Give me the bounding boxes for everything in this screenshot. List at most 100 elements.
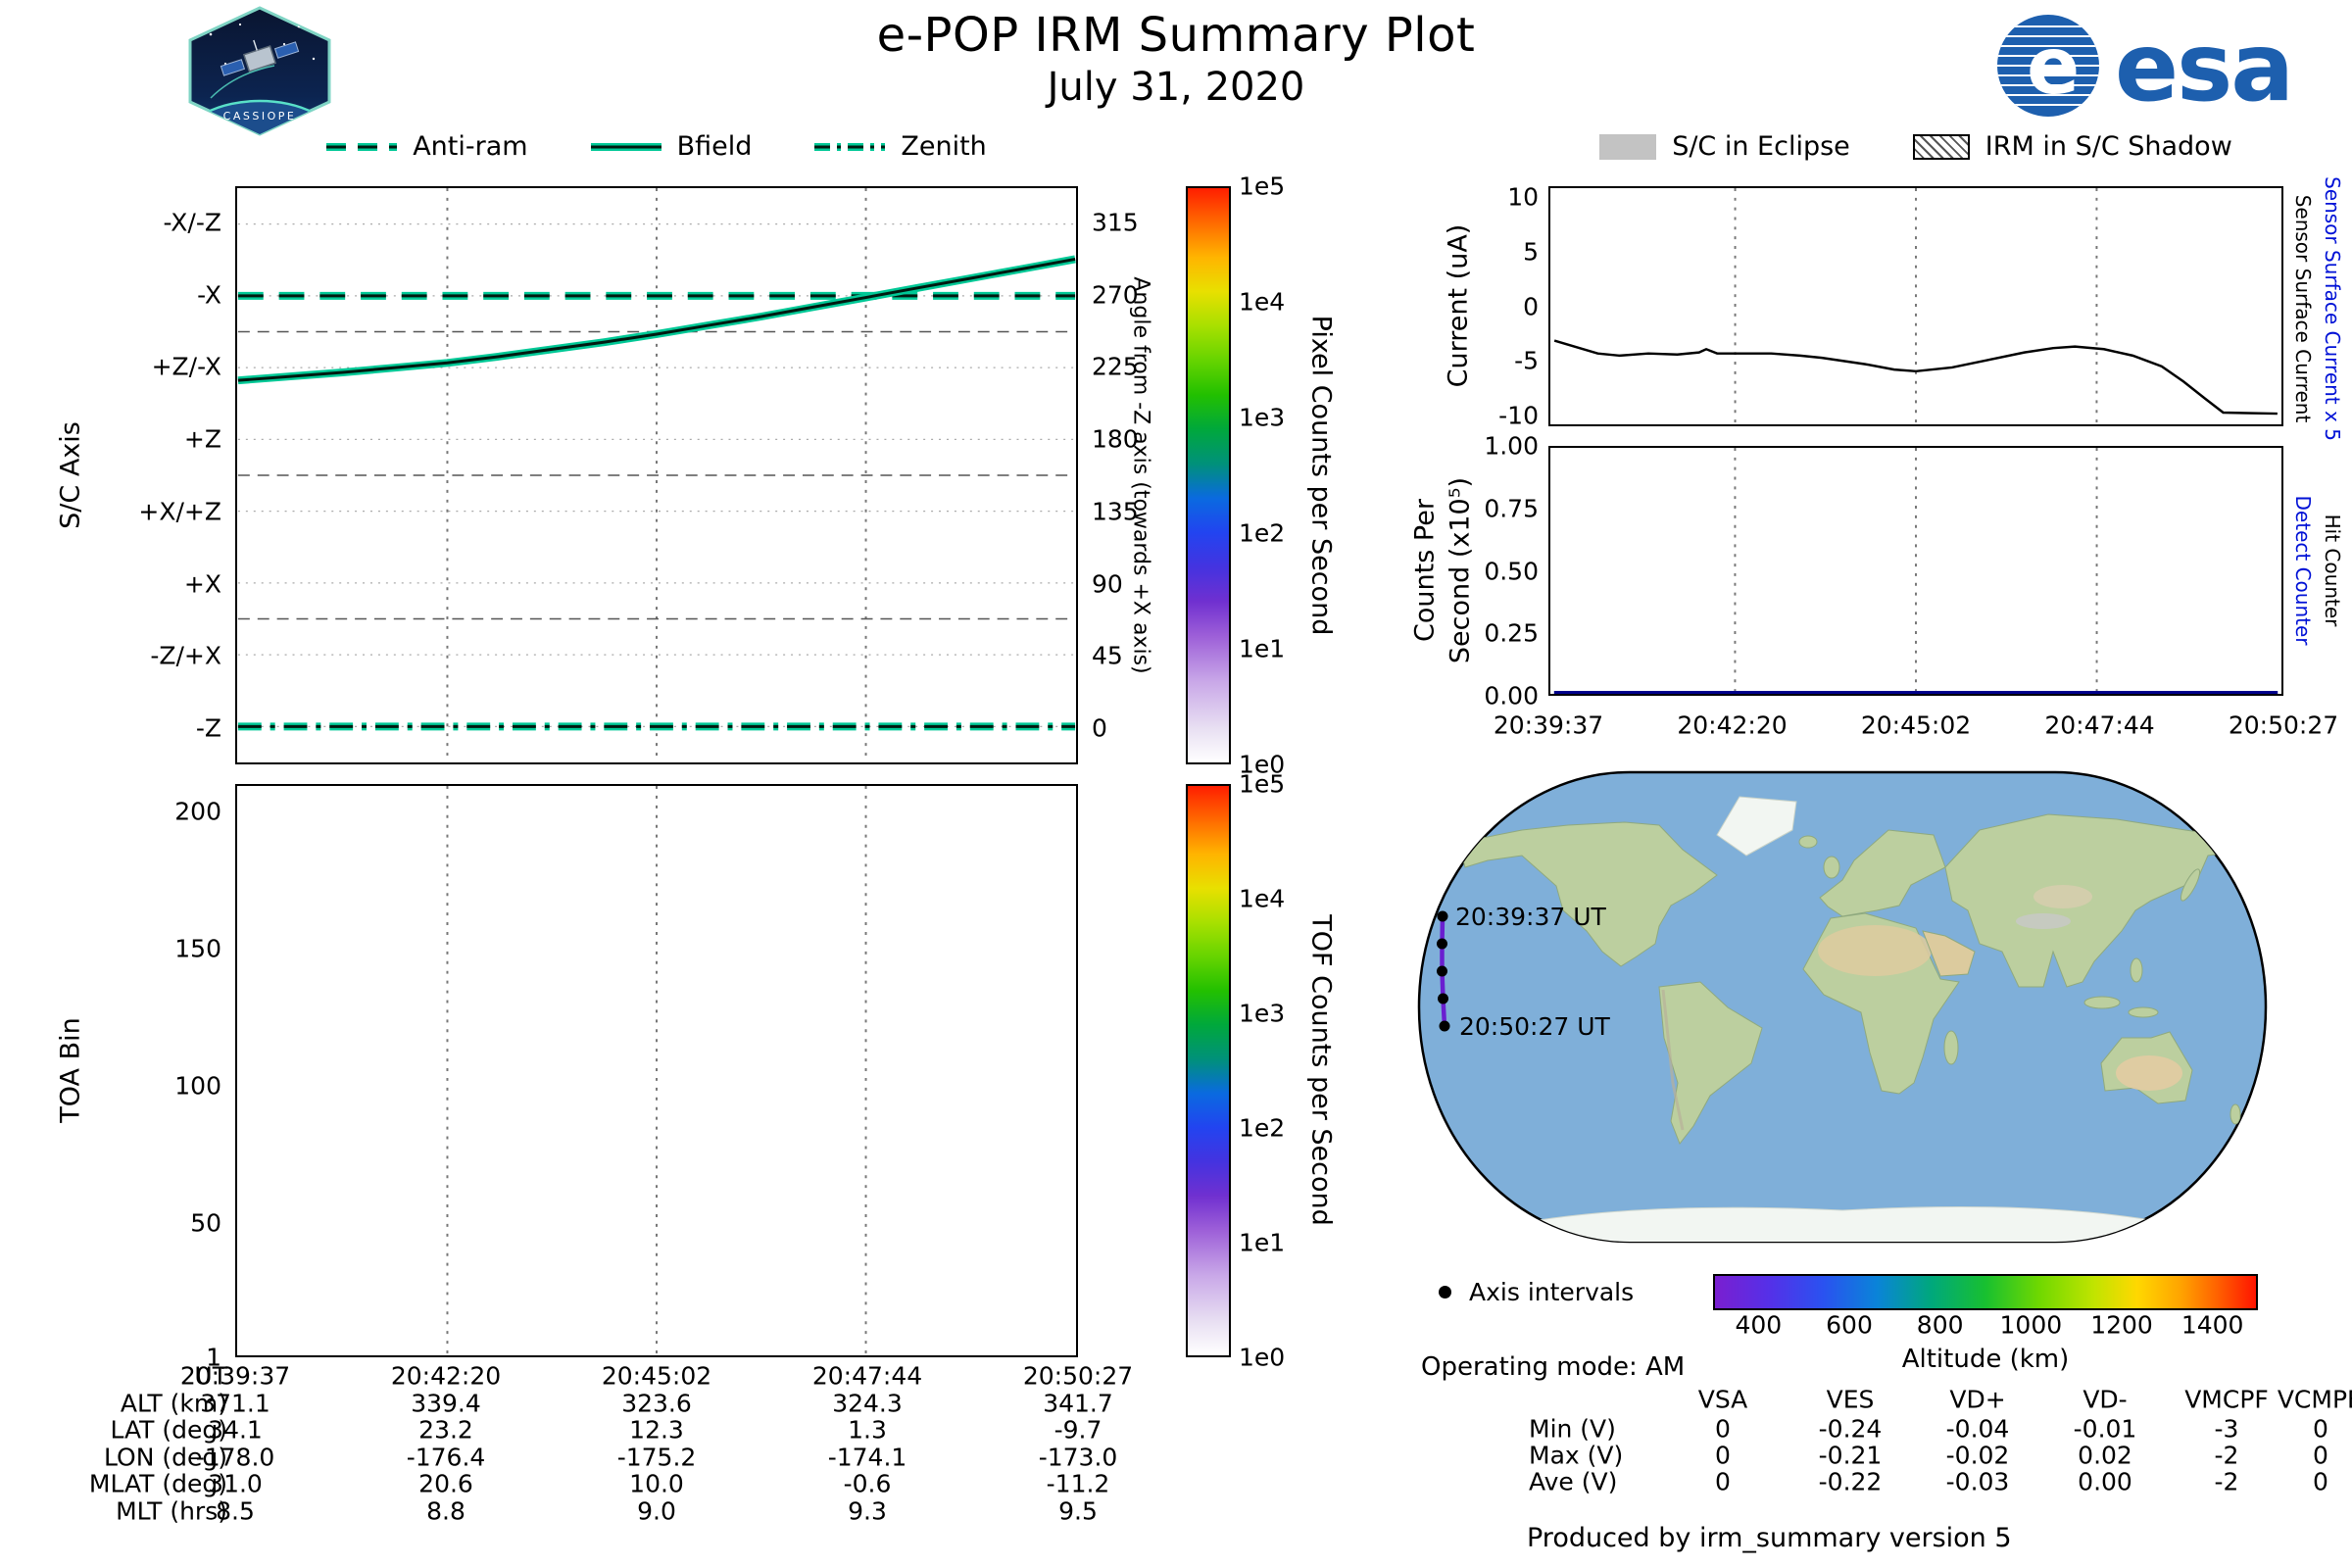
voltage-row-label: Ave (V) xyxy=(1529,1467,1618,1496)
axis-table-value: 323.6 xyxy=(621,1389,692,1418)
counts-tick: 0.50 xyxy=(1484,557,1539,585)
toa-bin-tick: 200 xyxy=(174,797,221,826)
land-iceland xyxy=(1798,835,1818,849)
legend-label-bfield: Bfield xyxy=(676,131,753,162)
pixel-colorbar-tick: 1e3 xyxy=(1239,403,1286,432)
axis-table-value: 9.0 xyxy=(637,1496,676,1526)
counts-tick: 1.00 xyxy=(1484,431,1539,461)
axis-table-row-label: LON (deg) xyxy=(104,1443,227,1472)
page-date: July 31, 2020 xyxy=(1047,65,1305,110)
track-end-label: 20:50:27 UT xyxy=(1459,1012,1611,1041)
axis-table-value: -0.6 xyxy=(843,1469,892,1498)
current-tick: 0 xyxy=(1523,292,1539,320)
voltage-value: 0.00 xyxy=(2078,1467,2132,1496)
land-philippines xyxy=(2130,957,2143,983)
shadow-hatch-swatch xyxy=(1912,133,1970,160)
land-arabia xyxy=(1922,930,1976,977)
toa-bin-tick: 150 xyxy=(174,934,221,963)
voltage-value: 0 xyxy=(2313,1467,2328,1496)
voltage-value: -2 xyxy=(2214,1441,2239,1470)
axis-table-value: 1.3 xyxy=(848,1415,887,1445)
track-dot xyxy=(1439,1020,1450,1032)
voltage-column-header: VSA xyxy=(1697,1385,1748,1414)
pixel-colorbar-tick: 1e1 xyxy=(1239,634,1286,663)
sc-axis-category-tick: -X/-Z xyxy=(163,208,221,237)
sensor-surface-current-x5-label: Sensor Surface Current x 5 xyxy=(2321,176,2344,441)
axis-table-value: 20:42:20 xyxy=(390,1361,502,1391)
counts-tick: 0.25 xyxy=(1484,618,1539,648)
current-ylabel: Current (uA) xyxy=(1443,223,1474,388)
current-tick: -5 xyxy=(1514,346,1539,375)
angle-axis-label: Angle from -Z axis (towards +X axis) xyxy=(1128,276,1153,674)
eclipse-swatch xyxy=(1599,133,1657,160)
axis-table-value: 341.7 xyxy=(1043,1389,1113,1418)
esa-logo: e esa xyxy=(1997,13,2294,122)
axis-table-value: -11.2 xyxy=(1046,1469,1110,1498)
detect-counter-label: Detect Counter xyxy=(2291,495,2315,646)
axis-table-value: 371.1 xyxy=(200,1389,270,1418)
current-tick: 5 xyxy=(1523,237,1539,267)
operating-mode: Operating mode: AM xyxy=(1421,1352,1686,1382)
voltage-value: -2 xyxy=(2214,1467,2239,1496)
tof-colorbar-tick: 1e1 xyxy=(1239,1228,1286,1257)
legend-label-zenith: Zenith xyxy=(901,131,987,162)
voltage-value: 0 xyxy=(2313,1441,2328,1470)
sc-axis-legend: Anti-ram Bfield Zenith xyxy=(235,131,1078,162)
counter-plot xyxy=(1548,446,2283,696)
angle-axis-tick: 90 xyxy=(1092,569,1123,599)
land-north-america xyxy=(1457,821,1718,967)
track-dot xyxy=(1437,938,1447,950)
tof-colorbar-tick: 1e0 xyxy=(1239,1343,1286,1372)
land-indonesia-2 xyxy=(2128,1006,2159,1018)
axis-table-row-label: LAT (deg) xyxy=(110,1415,227,1445)
legend-item-shadow: IRM in S/C Shadow xyxy=(1912,131,2232,162)
altitude-tick: 1000 xyxy=(1999,1310,2063,1340)
time-axis-tick: 20:45:02 xyxy=(1860,710,1972,740)
sc-axis-ylabel: S/C Axis xyxy=(55,421,86,529)
voltage-value: -0.01 xyxy=(2073,1414,2137,1444)
map-land-group xyxy=(1454,796,2253,1242)
voltage-row-label: Max (V) xyxy=(1529,1441,1624,1470)
patch-title: CASSIOPE xyxy=(223,110,297,122)
track-dot xyxy=(1437,910,1448,922)
time-axis-tick: 20:39:37 xyxy=(1493,710,1604,740)
voltage-value: -0.03 xyxy=(1945,1467,2010,1496)
track-start-label: 20:39:37 UT xyxy=(1455,903,1607,931)
sc-axis-category-tick: -Z/+X xyxy=(150,641,221,670)
legend-label-eclipse: S/C in Eclipse xyxy=(1672,131,1850,162)
land-europe xyxy=(1819,829,1946,917)
axis-table-row-label: MLT (hrs) xyxy=(116,1496,227,1526)
axis-table-row-label: ALT (km) xyxy=(120,1389,227,1418)
voltage-value: 0 xyxy=(1715,1467,1731,1496)
axis-table-value: 31.0 xyxy=(208,1469,263,1498)
axis-table-row-label: MLAT (deg) xyxy=(88,1469,227,1498)
pixel-counts-colorbar xyxy=(1186,186,1231,764)
voltage-value: 0 xyxy=(2313,1414,2328,1444)
counts-tick: 0.00 xyxy=(1484,681,1539,710)
axis-table-value: -175.2 xyxy=(616,1443,697,1472)
land-new-zealand-1 xyxy=(2230,1103,2241,1125)
axis-table-value: -176.4 xyxy=(406,1443,486,1472)
land-new-zealand-2 xyxy=(2238,1121,2250,1143)
page-title: e-POP IRM Summary Plot xyxy=(876,8,1476,63)
axis-table-value: 10.0 xyxy=(629,1469,684,1498)
axis-table-value: 8.5 xyxy=(216,1496,255,1526)
axis-table-value: 8.8 xyxy=(426,1496,466,1526)
axis-table-value: 324.3 xyxy=(832,1389,903,1418)
tof-colorbar-label: TOF Counts per Second xyxy=(1305,914,1337,1226)
altitude-tick: 600 xyxy=(1826,1310,1873,1340)
current-tick: -10 xyxy=(1498,401,1539,430)
axis-table-value: -178.0 xyxy=(195,1443,275,1472)
axis-table-value: 20.6 xyxy=(418,1469,473,1498)
track-dot xyxy=(1438,993,1448,1004)
hit-counter-label: Hit Counter xyxy=(2321,514,2344,627)
axis-table-value: 34.1 xyxy=(208,1415,263,1445)
zenith-line-sample xyxy=(814,142,886,151)
voltage-value: 0.02 xyxy=(2078,1441,2132,1470)
time-axis-tick: 20:50:27 xyxy=(2228,710,2339,740)
axis-table-value: 12.3 xyxy=(629,1415,684,1445)
axis-interval-dot-icon xyxy=(1439,1286,1451,1298)
tof-colorbar-tick: 1e4 xyxy=(1239,884,1286,913)
voltage-column-header: VES xyxy=(1826,1385,1875,1414)
